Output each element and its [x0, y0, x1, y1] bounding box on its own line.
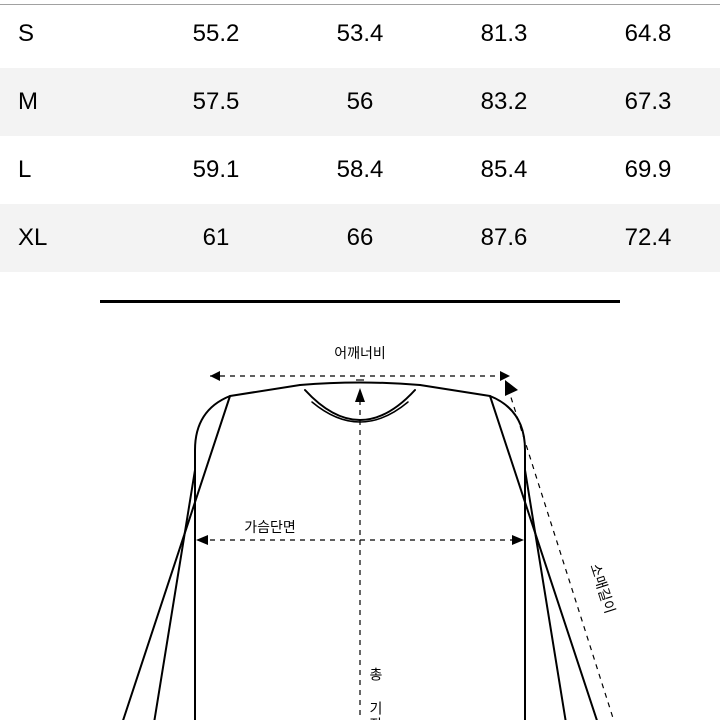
size-cell: L [0, 136, 144, 204]
measure-cell: 72.4 [576, 204, 720, 272]
measure-cell: 66 [288, 204, 432, 272]
size-cell: M [0, 68, 144, 136]
measure-cell: 83.2 [432, 68, 576, 136]
diagram-label-shoulder: 어깨너비 [334, 345, 386, 361]
top-rule [0, 4, 720, 5]
total-length-arrow [355, 388, 365, 720]
measure-cell: 55.2 [144, 0, 288, 68]
measure-cell: 57.5 [144, 68, 288, 136]
size-cell: S [0, 0, 144, 68]
diagram-label-chest: 가슴단면 [244, 519, 296, 535]
table-row: XL616687.672.4 [0, 204, 720, 272]
measure-cell: 87.6 [432, 204, 576, 272]
measure-cell: 53.4 [288, 0, 432, 68]
diagram-label-sleeve-length: 소매길이 [587, 561, 618, 615]
table-row: M57.55683.267.3 [0, 68, 720, 136]
measure-cell: 64.8 [576, 0, 720, 68]
measure-cell: 81.3 [432, 0, 576, 68]
size-cell: XL [0, 204, 144, 272]
diagram-label-total-length: 총 기장 [368, 667, 384, 720]
measure-cell: 69.9 [576, 136, 720, 204]
table-row: L59.158.485.469.9 [0, 136, 720, 204]
table-row: S55.253.481.364.8 [0, 0, 720, 68]
measure-cell: 59.1 [144, 136, 288, 204]
page-frame: S55.253.481.364.8M57.55683.267.3L59.158.… [0, 0, 720, 720]
measure-cell: 58.4 [288, 136, 432, 204]
measure-cell: 61 [144, 204, 288, 272]
measure-cell: 85.4 [432, 136, 576, 204]
garment-diagram: 어깨너비 [100, 340, 620, 720]
size-table: S55.253.481.364.8M57.55683.267.3L59.158.… [0, 0, 720, 273]
measure-cell: 67.3 [576, 68, 720, 136]
measure-cell: 56 [288, 68, 432, 136]
section-divider [100, 300, 620, 303]
